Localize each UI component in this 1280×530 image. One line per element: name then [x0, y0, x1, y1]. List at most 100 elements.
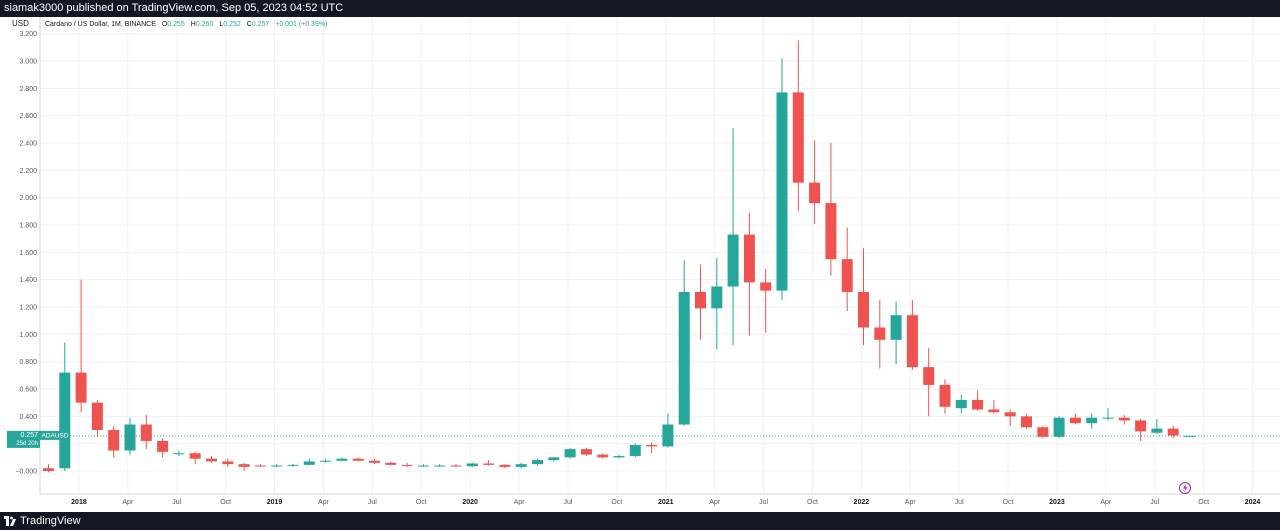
- candle-body: [727, 234, 739, 287]
- candle: [1086, 413, 1098, 429]
- candle-body: [434, 465, 446, 467]
- candle-body: [287, 464, 299, 466]
- candle: [271, 464, 283, 467]
- x-tick-label: Apr: [905, 499, 917, 506]
- candle-body: [1004, 412, 1016, 417]
- candle-body: [597, 454, 609, 458]
- candle: [222, 458, 234, 467]
- candle-body: [1037, 427, 1049, 437]
- candle: [1053, 416, 1065, 439]
- candle: [1151, 419, 1163, 435]
- candle-body: [760, 282, 772, 291]
- candle-body: [385, 462, 397, 465]
- candle: [124, 417, 136, 455]
- countdown-value: 25d 20h: [16, 441, 38, 447]
- candle: [173, 450, 185, 456]
- candle-body: [923, 367, 935, 385]
- candle-body: [1151, 428, 1163, 433]
- price-chart[interactable]: −0.0000.2000.4000.6000.8001.0001.2001.40…: [0, 17, 1280, 512]
- candle-body: [678, 291, 690, 425]
- candle-body: [59, 372, 71, 469]
- candle-body: [238, 464, 250, 467]
- candle-body: [890, 315, 902, 340]
- candle-body: [336, 458, 348, 461]
- candle-body: [124, 424, 136, 451]
- footer-bar: TradingView: [0, 512, 1280, 530]
- candle-body: [352, 458, 364, 461]
- chart-background: [0, 17, 1280, 512]
- y-tick-label: 1.200: [19, 305, 37, 312]
- x-tick-label: Oct: [1198, 499, 1209, 506]
- candle-body: [972, 399, 984, 410]
- candle: [450, 464, 462, 467]
- candle: [43, 464, 54, 473]
- candle-body: [417, 465, 429, 467]
- candle: [629, 443, 641, 458]
- candle-body: [695, 291, 706, 309]
- candle-body: [841, 259, 853, 292]
- candle: [91, 399, 103, 437]
- x-tick-label: 2024: [1245, 499, 1261, 506]
- y-tick-label: 2.200: [19, 168, 37, 175]
- candle: [352, 457, 364, 462]
- candle: [108, 425, 120, 458]
- x-tick-label: Apr: [709, 499, 721, 506]
- candle-body: [711, 286, 723, 309]
- y-tick-label: 1.800: [19, 223, 37, 230]
- y-axis: −0.0000.2000.4000.6000.8001.0001.2001.40…: [15, 17, 41, 494]
- candle: [189, 451, 201, 465]
- currency-label: USD: [12, 19, 29, 28]
- candle: [988, 399, 1000, 414]
- candle-body: [1069, 417, 1081, 424]
- footer-brand: TradingView: [20, 515, 81, 527]
- candle-body: [988, 409, 1000, 413]
- candle: [59, 342, 71, 471]
- lightning-icon[interactable]: [1179, 482, 1191, 494]
- candle-body: [646, 445, 658, 447]
- publish-header: siamak3000 published on TradingView.com,…: [0, 0, 1280, 17]
- candle: [646, 442, 658, 454]
- candle: [532, 458, 543, 466]
- candle-body: [580, 449, 592, 455]
- legend-low: 0.252: [223, 21, 241, 28]
- candle-body: [450, 465, 462, 467]
- candle: [515, 462, 527, 469]
- y-tick-label: 1.400: [19, 277, 37, 284]
- candle-body: [401, 464, 413, 466]
- candle: [417, 464, 429, 467]
- x-tick-label: 2021: [658, 499, 674, 506]
- candle: [678, 260, 690, 426]
- candle: [1118, 414, 1130, 425]
- x-tick-label: Apr: [318, 499, 330, 506]
- candle-body: [157, 440, 169, 452]
- candle: [548, 457, 560, 462]
- candle: [972, 390, 984, 411]
- candle: [75, 279, 87, 413]
- y-tick-label: 2.400: [19, 141, 37, 148]
- candle-body: [369, 460, 380, 463]
- candle-body: [776, 92, 788, 291]
- candle-body: [75, 372, 87, 403]
- candle: [1004, 409, 1016, 426]
- candle: [238, 462, 250, 471]
- candle: [1184, 435, 1195, 437]
- candle: [564, 447, 576, 459]
- x-tick-label: Oct: [807, 499, 818, 506]
- x-tick-label: 2023: [1049, 499, 1065, 506]
- x-tick-label: Jul: [563, 499, 572, 506]
- x-tick-label: 2022: [854, 499, 870, 506]
- x-tick-label: Apr: [1100, 499, 1112, 506]
- y-tick-label: 1.600: [19, 250, 37, 257]
- candle-body: [222, 461, 234, 465]
- candle: [906, 300, 918, 370]
- candle-body: [564, 449, 576, 458]
- candle: [760, 268, 772, 333]
- candle-body: [1086, 417, 1098, 424]
- x-tick-label: Apr: [514, 499, 526, 506]
- candle: [809, 140, 821, 224]
- candle: [743, 212, 755, 336]
- candle: [1069, 413, 1081, 425]
- candle: [401, 462, 413, 467]
- candle: [825, 143, 837, 276]
- candle-body: [140, 424, 152, 441]
